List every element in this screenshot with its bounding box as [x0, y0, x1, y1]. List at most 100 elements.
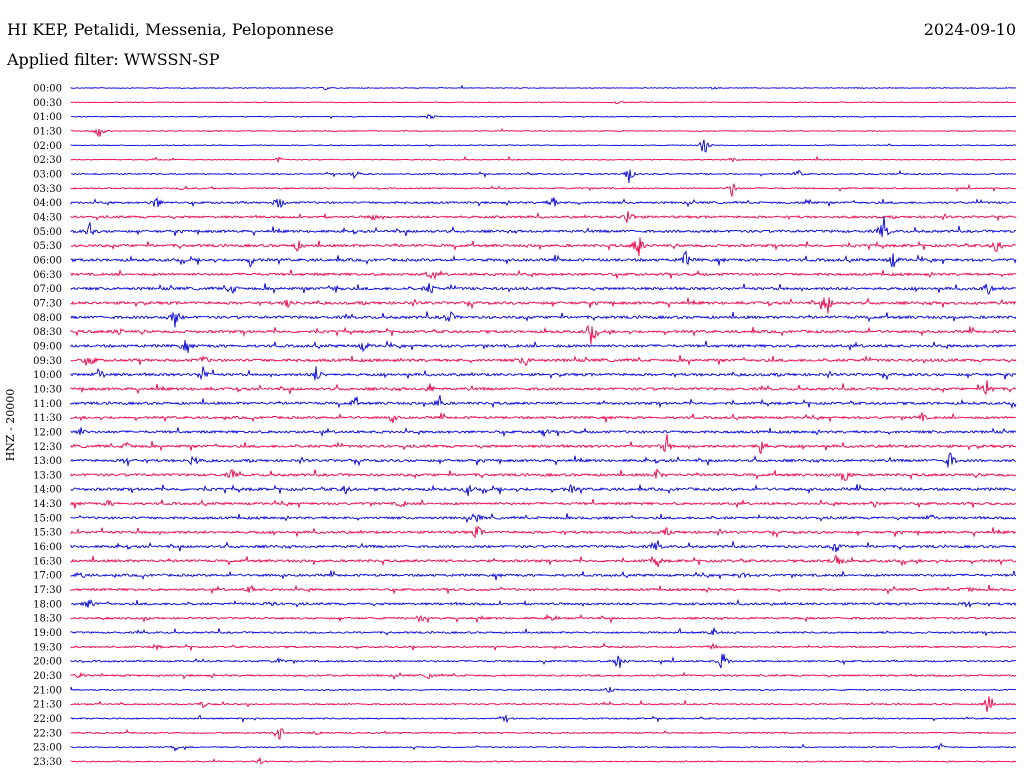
row-time-label: 17:30	[33, 585, 62, 596]
trace-line	[70, 128, 1017, 138]
row-time-label: 05:30	[33, 241, 62, 252]
trace-line	[70, 540, 1017, 553]
trace-line	[70, 584, 1017, 595]
trace-line	[70, 84, 1017, 91]
row-time-label: 07:00	[33, 284, 62, 295]
trace-line	[70, 210, 1017, 223]
trace-line	[70, 249, 1017, 268]
trace-line	[70, 394, 1017, 410]
trace-line	[70, 728, 1017, 740]
row-time-label: 19:00	[33, 628, 62, 639]
row-time-label: 10:30	[33, 384, 62, 395]
trace-line	[70, 713, 1017, 724]
row-time-label: 14:00	[33, 485, 62, 496]
row-time-label: 16:30	[33, 556, 62, 567]
row-time-label: 21:00	[33, 685, 62, 696]
row-time-label: 08:00	[33, 313, 62, 324]
trace-line	[70, 512, 1017, 524]
trace-line	[70, 169, 1017, 183]
trace-line	[70, 671, 1017, 681]
row-time-label: 01:00	[33, 112, 62, 123]
row-time-label: 15:00	[33, 513, 62, 524]
trace-line	[70, 101, 1017, 105]
row-time-label: 06:00	[33, 255, 62, 266]
trace-line	[70, 380, 1017, 396]
trace-line	[70, 354, 1017, 367]
trace-line	[70, 434, 1017, 455]
row-time-label: 03:30	[33, 184, 62, 195]
trace-line	[70, 113, 1017, 120]
row-time-label: 16:00	[33, 542, 62, 553]
trace-line	[70, 237, 1017, 257]
row-time-label: 11:30	[33, 413, 62, 424]
trace-line	[70, 366, 1017, 381]
trace-line	[70, 742, 1017, 752]
date-label: 2024-09-10	[923, 20, 1016, 39]
trace-line	[70, 269, 1017, 281]
row-time-label: 09:30	[33, 356, 62, 367]
row-time-label: 12:00	[33, 427, 62, 438]
row-time-label: 05:00	[33, 227, 62, 238]
trace-line	[70, 570, 1017, 581]
trace-line	[70, 468, 1017, 482]
trace-line	[70, 686, 1016, 694]
trace-line	[70, 554, 1017, 568]
row-time-label: 18:30	[33, 614, 62, 625]
station-title: HI KEP, Petalidi, Messenia, Peloponnese	[7, 20, 334, 39]
row-time-label: 00:30	[33, 98, 62, 109]
row-time-label: 04:00	[33, 198, 62, 209]
trace-line	[70, 311, 1017, 328]
row-time-label: 12:30	[33, 442, 62, 453]
trace-line	[70, 324, 1017, 345]
row-time-label: 15:30	[33, 528, 62, 539]
trace-line	[70, 297, 1017, 314]
row-time-label: 00:00	[33, 84, 62, 95]
row-time-label: 02:30	[33, 155, 62, 166]
trace-line	[70, 216, 1017, 238]
row-time-label: 10:00	[33, 370, 62, 381]
trace-line	[70, 498, 1017, 509]
trace-line	[70, 196, 1017, 209]
row-time-label: 23:30	[33, 757, 62, 768]
row-time-label: 08:30	[33, 327, 62, 338]
row-time-label: 20:30	[33, 671, 62, 682]
trace-line	[70, 139, 1017, 153]
row-time-label: 09:00	[33, 341, 62, 352]
row-time-label: 22:00	[33, 714, 62, 725]
trace-line	[70, 339, 1017, 353]
row-time-label: 03:00	[33, 169, 62, 180]
row-time-label: 13:30	[33, 470, 62, 481]
row-time-label: 06:30	[33, 270, 62, 281]
trace-line	[70, 598, 1017, 608]
trace-line	[70, 283, 1017, 295]
row-time-label: 21:30	[33, 700, 62, 711]
trace-line	[70, 183, 1017, 198]
row-time-label: 07:30	[33, 298, 62, 309]
row-time-label: 19:30	[33, 642, 62, 653]
trace-line	[70, 155, 1017, 164]
trace-line	[70, 412, 1017, 424]
trace-line	[70, 483, 1016, 497]
y-axis-label: HNZ - 20000	[4, 389, 17, 462]
filter-label: Applied filter: WWSSN-SP	[7, 50, 220, 69]
row-time-label: 23:00	[33, 743, 62, 754]
row-time-label: 17:00	[33, 571, 62, 582]
row-time-label: 04:30	[33, 212, 62, 223]
row-time-label: 20:00	[33, 657, 62, 668]
row-time-label: 13:00	[33, 456, 62, 467]
trace-line	[70, 756, 1017, 765]
row-time-label: 02:00	[33, 141, 62, 152]
trace-line	[70, 452, 1017, 468]
row-time-label: 18:00	[33, 599, 62, 610]
trace-line	[70, 613, 1017, 625]
trace-line	[70, 426, 1017, 438]
trace-line	[70, 696, 1017, 712]
row-time-label: 14:30	[33, 499, 62, 510]
trace-line	[70, 627, 1017, 637]
trace-line	[70, 653, 1016, 669]
row-time-label: 11:00	[33, 399, 62, 410]
row-time-label: 01:30	[33, 126, 62, 137]
trace-line	[70, 642, 1017, 652]
row-time-label: 22:30	[33, 728, 62, 739]
